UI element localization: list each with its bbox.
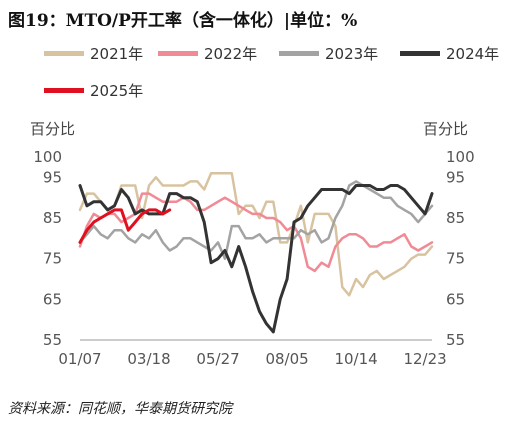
x-tick-label: 10/14 (334, 350, 377, 368)
legend-label-2021: 2021年 (90, 45, 144, 63)
legend-label-2025: 2025年 (90, 82, 144, 100)
legend-swatch-2023 (279, 51, 319, 56)
series-line-2022 (78, 192, 434, 273)
y-tick-label-right: 100 (446, 148, 475, 166)
legend-item-2023: 2023年 (279, 43, 378, 64)
x-tick-label: 08/05 (265, 350, 308, 368)
chart-title: 图19：MTO/P开工率（含一体化）|单位：% (8, 11, 358, 31)
x-tick-label: 03/18 (127, 350, 170, 368)
legend-item-2024: 2024年 (400, 43, 499, 64)
x-tick-label: 12/23 (403, 350, 446, 368)
y-tick-label-left: 65 (43, 290, 62, 308)
legend-swatch-2025 (44, 88, 84, 93)
series-line-2023 (78, 180, 434, 260)
y-tick-label-right: 55 (446, 331, 465, 349)
legend-swatch-2024 (400, 51, 440, 56)
legend-item-2022: 2022年 (158, 43, 257, 64)
legend-item-2021: 2021年 (44, 43, 143, 64)
legend-label-2023: 2023年 (325, 45, 379, 63)
y-tick-label-left: 95 (43, 168, 62, 186)
y-tick-label-right: 75 (446, 250, 465, 268)
series-line-2024 (78, 184, 434, 334)
series-line-2025 (78, 208, 172, 244)
legend-label-2024: 2024年 (446, 45, 500, 63)
y-tick-label-left: 75 (43, 250, 62, 268)
x-tick-label: 01/07 (58, 350, 101, 368)
y-tick-label-right: 65 (446, 290, 465, 308)
y-tick-label-left: 55 (43, 331, 62, 349)
x-tick-label: 05/27 (196, 350, 239, 368)
y-tick-label-left: 85 (43, 209, 62, 227)
legend-swatch-2022 (158, 51, 198, 56)
y-tick-label-right: 85 (446, 209, 465, 227)
y-tick-label-right: 95 (446, 168, 465, 186)
y-tick-label-left: 100 (33, 148, 62, 166)
source-note: 资料来源：同花顺，华泰期货研究院 (8, 401, 232, 417)
legend-swatch-2021 (44, 51, 84, 56)
legend-item-2025: 2025年 (44, 80, 143, 101)
series-line-2021 (78, 172, 434, 297)
y-axis-label-right: 百分比 (423, 120, 469, 138)
legend-label-2022: 2022年 (204, 45, 258, 63)
y-axis-label-left: 百分比 (30, 120, 76, 138)
